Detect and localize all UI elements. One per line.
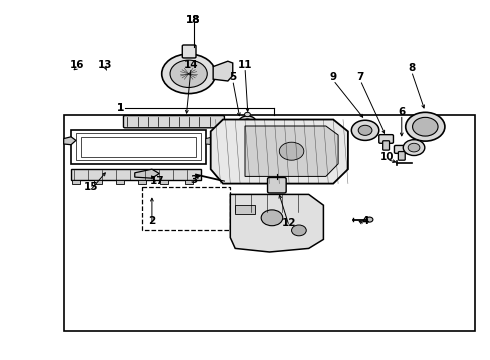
Polygon shape [245, 126, 338, 176]
Polygon shape [135, 169, 159, 178]
Circle shape [358, 125, 372, 135]
Text: 5: 5 [229, 72, 236, 82]
FancyBboxPatch shape [398, 152, 405, 160]
Circle shape [243, 119, 252, 126]
Polygon shape [206, 137, 218, 145]
Text: 6: 6 [398, 107, 405, 117]
Polygon shape [213, 61, 233, 81]
Text: 13: 13 [98, 60, 113, 70]
FancyBboxPatch shape [379, 135, 393, 143]
FancyBboxPatch shape [94, 180, 102, 184]
Text: 1: 1 [117, 103, 123, 113]
FancyBboxPatch shape [383, 141, 390, 150]
Text: 7: 7 [356, 72, 364, 82]
Text: 9: 9 [330, 72, 337, 82]
FancyBboxPatch shape [394, 145, 409, 153]
FancyBboxPatch shape [116, 180, 124, 184]
Polygon shape [230, 194, 323, 252]
Text: 18: 18 [186, 15, 201, 25]
FancyBboxPatch shape [182, 45, 196, 58]
FancyBboxPatch shape [268, 177, 286, 193]
FancyBboxPatch shape [235, 205, 255, 214]
Text: 18: 18 [186, 15, 201, 25]
Polygon shape [64, 137, 76, 145]
Circle shape [162, 54, 216, 94]
Text: 4: 4 [361, 216, 369, 226]
Circle shape [292, 225, 306, 236]
Circle shape [406, 112, 445, 141]
Text: 17: 17 [149, 176, 164, 186]
Bar [64, 115, 475, 331]
Text: 1: 1 [117, 103, 123, 113]
Text: 8: 8 [408, 63, 415, 73]
Circle shape [239, 116, 256, 129]
Text: 12: 12 [282, 218, 296, 228]
Text: 11: 11 [238, 60, 252, 70]
Circle shape [245, 112, 250, 117]
FancyBboxPatch shape [123, 116, 224, 128]
Circle shape [261, 210, 283, 226]
FancyBboxPatch shape [71, 169, 201, 180]
Circle shape [408, 143, 420, 152]
Circle shape [279, 142, 304, 160]
FancyBboxPatch shape [72, 180, 80, 184]
Text: 10: 10 [380, 152, 394, 162]
Polygon shape [211, 120, 348, 184]
FancyBboxPatch shape [160, 180, 168, 184]
Circle shape [403, 140, 425, 156]
Circle shape [170, 60, 207, 87]
Circle shape [413, 117, 438, 136]
Text: 2: 2 [148, 216, 155, 226]
Text: 15: 15 [83, 182, 98, 192]
Circle shape [366, 217, 373, 222]
Circle shape [351, 120, 379, 140]
Text: 14: 14 [184, 60, 198, 70]
FancyBboxPatch shape [138, 180, 146, 184]
FancyBboxPatch shape [185, 180, 193, 184]
Text: 16: 16 [70, 60, 84, 70]
Text: 3: 3 [190, 175, 197, 185]
